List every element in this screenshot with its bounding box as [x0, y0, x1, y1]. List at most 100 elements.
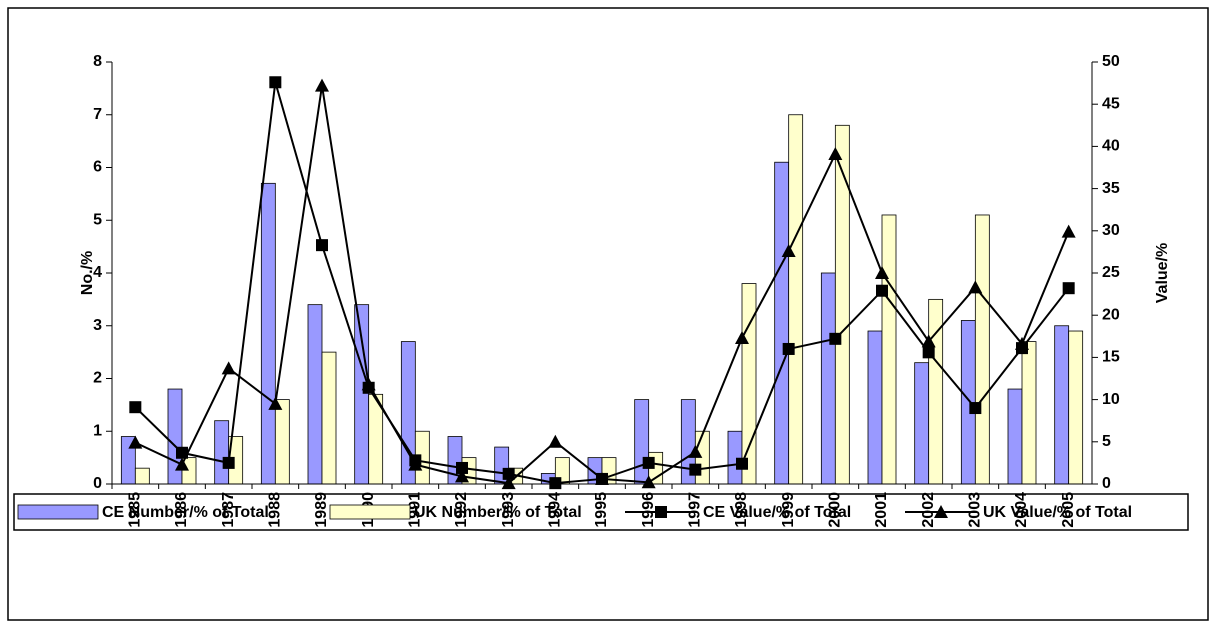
y2-tick-label: 5: [1102, 433, 1111, 450]
x-tick-label: 1991: [407, 492, 424, 528]
y2-axis-label: Value/%: [1154, 243, 1171, 303]
x-tick-label: 1989: [313, 492, 330, 528]
x-tick-label: 2003: [967, 492, 984, 528]
y-tick-label: 6: [93, 159, 102, 176]
line-marker: [455, 469, 469, 483]
line-marker: [548, 434, 563, 448]
line-marker: [641, 475, 656, 489]
x-tick-label: 1986: [173, 492, 190, 528]
bar: [788, 114, 804, 485]
y2-tick-label: 10: [1102, 391, 1120, 408]
bar: [914, 362, 930, 485]
line-marker: [735, 330, 749, 344]
x-tick-label: 1993: [500, 492, 517, 528]
line-marker: [968, 280, 983, 294]
y2-tick-label: 40: [1102, 138, 1120, 155]
x-tick-label: 1995: [593, 492, 610, 528]
x-tick-label: 1992: [453, 492, 470, 528]
line-marker: [456, 461, 468, 474]
line-marker: [129, 401, 142, 414]
line-marker: [595, 471, 609, 485]
line-marker: [222, 456, 235, 469]
line-marker: [269, 76, 282, 89]
y2-tick-label: 20: [1102, 306, 1120, 323]
y2-tick-label: 30: [1102, 222, 1120, 239]
legend-label: UK Number/% of Total: [414, 504, 582, 521]
line-marker: [502, 467, 515, 480]
line-marker: [408, 457, 423, 471]
line-marker: [315, 78, 329, 92]
x-tick-label: 1985: [127, 492, 144, 528]
x-tick-label: 2002: [920, 492, 937, 528]
bar: [1021, 341, 1037, 485]
x-tick-label: 2005: [1060, 492, 1077, 528]
x-tick-label: 1988: [267, 492, 284, 528]
line-marker: [128, 435, 143, 449]
x-tick-label: 2004: [1013, 492, 1030, 528]
bar: [974, 214, 990, 485]
bar: [741, 283, 757, 485]
x-tick-label: 2000: [827, 492, 844, 528]
y-tick-label: 3: [93, 317, 102, 334]
bar: [354, 304, 370, 485]
x-tick-label: 1998: [733, 492, 750, 528]
bar: [634, 399, 650, 485]
line-marker: [176, 446, 188, 459]
line-marker: [361, 377, 376, 391]
line-marker: [688, 444, 703, 458]
line-marker: [876, 284, 888, 297]
bar: [307, 304, 323, 485]
legend-swatch: [17, 504, 99, 520]
y2-tick-label: 50: [1102, 53, 1120, 70]
line-marker: [782, 342, 795, 355]
legend-marker: [655, 506, 667, 518]
y2-tick-label: 0: [1102, 475, 1111, 492]
line-marker: [922, 346, 935, 359]
line-marker: [1062, 282, 1075, 295]
y-axis-label: No./%: [79, 251, 96, 295]
y2-tick-label: 45: [1102, 95, 1120, 112]
bar: [774, 161, 790, 485]
x-tick-label: 1999: [780, 492, 797, 528]
line-marker: [501, 476, 516, 490]
line-marker: [921, 334, 936, 348]
line-marker: [549, 477, 562, 490]
line-marker: [175, 457, 189, 471]
bar: [134, 467, 150, 485]
line-marker: [316, 239, 328, 252]
x-tick-label: 1994: [547, 492, 564, 528]
bar: [274, 399, 290, 485]
bar: [1068, 330, 1084, 485]
bar: [1054, 325, 1070, 485]
y2-tick-label: 35: [1102, 180, 1120, 197]
legend-label: CE Value/% of Total: [703, 504, 851, 521]
bar: [820, 272, 836, 485]
y-tick-label: 0: [93, 475, 102, 492]
y-tick-label: 1: [93, 422, 102, 439]
line-marker: [828, 146, 843, 160]
line-marker: [268, 396, 283, 410]
y-tick-label: 7: [93, 106, 102, 123]
bar: [867, 330, 883, 485]
line-marker: [736, 457, 748, 470]
legend-label: CE Number/% of Total: [102, 504, 269, 521]
y2-tick-label: 25: [1102, 264, 1120, 281]
x-tick-label: 1997: [687, 492, 704, 528]
bar: [214, 420, 230, 485]
bar: [881, 214, 897, 485]
legend-swatch: [329, 504, 411, 520]
y-tick-label: 2: [93, 370, 102, 387]
line-marker: [642, 456, 655, 469]
x-tick-label: 2001: [873, 492, 890, 528]
y-tick-label: 4: [93, 264, 102, 281]
line-marker: [1061, 224, 1076, 238]
legend-label: UK Value/% of Total: [983, 504, 1132, 521]
line-marker: [969, 402, 982, 415]
y-tick-label: 5: [93, 211, 102, 228]
line-marker: [875, 266, 889, 279]
bar: [834, 124, 850, 485]
legend-box: [13, 493, 1189, 531]
x-tick-label: 1996: [640, 492, 657, 528]
bar: [260, 182, 276, 485]
